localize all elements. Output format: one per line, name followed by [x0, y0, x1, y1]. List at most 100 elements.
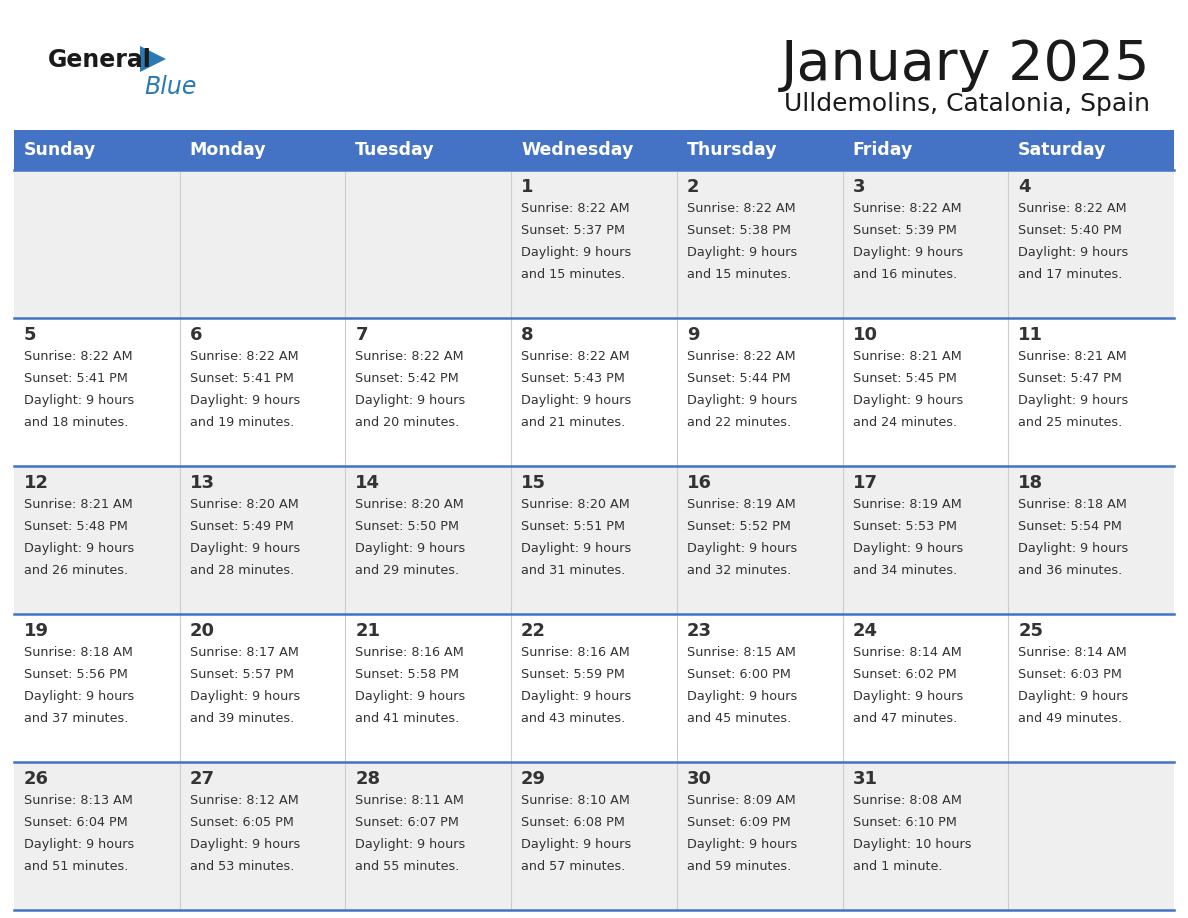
Text: and 43 minutes.: and 43 minutes.: [522, 712, 625, 725]
Text: Daylight: 9 hours: Daylight: 9 hours: [24, 542, 134, 555]
Text: Sunset: 6:02 PM: Sunset: 6:02 PM: [853, 668, 956, 681]
Text: Sunrise: 8:16 AM: Sunrise: 8:16 AM: [522, 646, 630, 659]
Text: Sunrise: 8:22 AM: Sunrise: 8:22 AM: [522, 350, 630, 363]
Bar: [14, 466, 1174, 614]
Text: Sunset: 6:07 PM: Sunset: 6:07 PM: [355, 816, 460, 829]
Text: Sunrise: 8:22 AM: Sunrise: 8:22 AM: [24, 350, 133, 363]
Text: Sunrise: 8:16 AM: Sunrise: 8:16 AM: [355, 646, 465, 659]
Text: Sunrise: 8:20 AM: Sunrise: 8:20 AM: [522, 498, 630, 511]
Text: and 39 minutes.: and 39 minutes.: [190, 712, 293, 725]
Text: and 55 minutes.: and 55 minutes.: [355, 860, 460, 873]
Text: 16: 16: [687, 474, 712, 492]
Text: Sunrise: 8:21 AM: Sunrise: 8:21 AM: [24, 498, 133, 511]
Text: Ulldemolins, Catalonia, Spain: Ulldemolins, Catalonia, Spain: [784, 92, 1150, 116]
Text: and 26 minutes.: and 26 minutes.: [24, 564, 128, 577]
Text: Sunset: 6:00 PM: Sunset: 6:00 PM: [687, 668, 791, 681]
Text: Daylight: 9 hours: Daylight: 9 hours: [190, 690, 299, 703]
Bar: [14, 170, 1174, 318]
Text: Sunset: 5:49 PM: Sunset: 5:49 PM: [190, 520, 293, 533]
Text: 26: 26: [24, 770, 49, 788]
Text: 8: 8: [522, 326, 533, 344]
Text: Sunset: 5:42 PM: Sunset: 5:42 PM: [355, 372, 459, 385]
Text: Sunrise: 8:19 AM: Sunrise: 8:19 AM: [687, 498, 796, 511]
Text: 25: 25: [1018, 622, 1043, 640]
Text: Saturday: Saturday: [1018, 141, 1107, 159]
Text: and 41 minutes.: and 41 minutes.: [355, 712, 460, 725]
Text: 21: 21: [355, 622, 380, 640]
Bar: [14, 318, 1174, 466]
Bar: [14, 614, 1174, 762]
Text: Daylight: 9 hours: Daylight: 9 hours: [355, 690, 466, 703]
Text: and 32 minutes.: and 32 minutes.: [687, 564, 791, 577]
Text: Sunrise: 8:13 AM: Sunrise: 8:13 AM: [24, 794, 133, 807]
Text: and 45 minutes.: and 45 minutes.: [687, 712, 791, 725]
Text: Sunset: 5:53 PM: Sunset: 5:53 PM: [853, 520, 956, 533]
Text: and 1 minute.: and 1 minute.: [853, 860, 942, 873]
Bar: [14, 130, 179, 170]
Text: Sunrise: 8:11 AM: Sunrise: 8:11 AM: [355, 794, 465, 807]
Text: Daylight: 9 hours: Daylight: 9 hours: [190, 542, 299, 555]
Text: Sunrise: 8:12 AM: Sunrise: 8:12 AM: [190, 794, 298, 807]
Text: Daylight: 9 hours: Daylight: 9 hours: [1018, 690, 1129, 703]
Text: Sunset: 5:41 PM: Sunset: 5:41 PM: [190, 372, 293, 385]
Text: and 17 minutes.: and 17 minutes.: [1018, 268, 1123, 281]
Text: and 18 minutes.: and 18 minutes.: [24, 416, 128, 429]
Text: 1: 1: [522, 178, 533, 196]
Text: Daylight: 9 hours: Daylight: 9 hours: [355, 542, 466, 555]
Text: Sunset: 5:41 PM: Sunset: 5:41 PM: [24, 372, 128, 385]
Text: Daylight: 9 hours: Daylight: 9 hours: [687, 246, 797, 259]
Text: Sunrise: 8:09 AM: Sunrise: 8:09 AM: [687, 794, 796, 807]
Text: Daylight: 9 hours: Daylight: 9 hours: [24, 838, 134, 851]
Text: Sunrise: 8:21 AM: Sunrise: 8:21 AM: [1018, 350, 1127, 363]
Text: and 36 minutes.: and 36 minutes.: [1018, 564, 1123, 577]
Text: Daylight: 9 hours: Daylight: 9 hours: [190, 394, 299, 407]
Text: Sunrise: 8:14 AM: Sunrise: 8:14 AM: [853, 646, 961, 659]
Text: Daylight: 9 hours: Daylight: 9 hours: [522, 690, 631, 703]
Text: Sunrise: 8:22 AM: Sunrise: 8:22 AM: [355, 350, 465, 363]
Text: Sunrise: 8:20 AM: Sunrise: 8:20 AM: [355, 498, 465, 511]
Text: Sunset: 6:05 PM: Sunset: 6:05 PM: [190, 816, 293, 829]
Text: and 31 minutes.: and 31 minutes.: [522, 564, 625, 577]
Text: Daylight: 9 hours: Daylight: 9 hours: [1018, 394, 1129, 407]
Text: Daylight: 9 hours: Daylight: 9 hours: [522, 838, 631, 851]
Text: Daylight: 9 hours: Daylight: 9 hours: [190, 838, 299, 851]
Text: Daylight: 9 hours: Daylight: 9 hours: [687, 394, 797, 407]
Text: Friday: Friday: [853, 141, 912, 159]
Text: Sunset: 5:57 PM: Sunset: 5:57 PM: [190, 668, 293, 681]
Text: 9: 9: [687, 326, 700, 344]
Text: Sunset: 5:59 PM: Sunset: 5:59 PM: [522, 668, 625, 681]
Text: and 53 minutes.: and 53 minutes.: [190, 860, 295, 873]
Text: Sunset: 5:37 PM: Sunset: 5:37 PM: [522, 224, 625, 237]
Text: and 15 minutes.: and 15 minutes.: [687, 268, 791, 281]
Text: Sunset: 5:56 PM: Sunset: 5:56 PM: [24, 668, 128, 681]
Text: and 34 minutes.: and 34 minutes.: [853, 564, 956, 577]
Text: Daylight: 9 hours: Daylight: 9 hours: [24, 394, 134, 407]
Text: Sunrise: 8:19 AM: Sunrise: 8:19 AM: [853, 498, 961, 511]
Text: Sunset: 5:58 PM: Sunset: 5:58 PM: [355, 668, 460, 681]
Text: Wednesday: Wednesday: [522, 141, 633, 159]
Text: 3: 3: [853, 178, 865, 196]
Text: General: General: [48, 48, 152, 72]
Text: 31: 31: [853, 770, 878, 788]
Text: and 51 minutes.: and 51 minutes.: [24, 860, 128, 873]
Text: Sunrise: 8:18 AM: Sunrise: 8:18 AM: [1018, 498, 1127, 511]
Polygon shape: [140, 46, 166, 72]
Text: Daylight: 9 hours: Daylight: 9 hours: [24, 690, 134, 703]
Text: Sunrise: 8:20 AM: Sunrise: 8:20 AM: [190, 498, 298, 511]
Text: Sunset: 6:04 PM: Sunset: 6:04 PM: [24, 816, 127, 829]
Text: 22: 22: [522, 622, 546, 640]
Text: Sunset: 5:52 PM: Sunset: 5:52 PM: [687, 520, 791, 533]
Text: Daylight: 9 hours: Daylight: 9 hours: [687, 690, 797, 703]
Text: Sunset: 6:09 PM: Sunset: 6:09 PM: [687, 816, 790, 829]
Text: Sunrise: 8:17 AM: Sunrise: 8:17 AM: [190, 646, 298, 659]
Text: and 20 minutes.: and 20 minutes.: [355, 416, 460, 429]
Text: Sunset: 5:44 PM: Sunset: 5:44 PM: [687, 372, 790, 385]
Text: Sunset: 5:47 PM: Sunset: 5:47 PM: [1018, 372, 1123, 385]
Text: Sunrise: 8:22 AM: Sunrise: 8:22 AM: [522, 202, 630, 215]
Text: Sunrise: 8:21 AM: Sunrise: 8:21 AM: [853, 350, 961, 363]
Text: Sunrise: 8:22 AM: Sunrise: 8:22 AM: [687, 350, 796, 363]
Text: Sunrise: 8:22 AM: Sunrise: 8:22 AM: [1018, 202, 1127, 215]
Text: Sunset: 6:08 PM: Sunset: 6:08 PM: [522, 816, 625, 829]
Text: Daylight: 9 hours: Daylight: 9 hours: [522, 394, 631, 407]
Text: Daylight: 9 hours: Daylight: 9 hours: [522, 246, 631, 259]
